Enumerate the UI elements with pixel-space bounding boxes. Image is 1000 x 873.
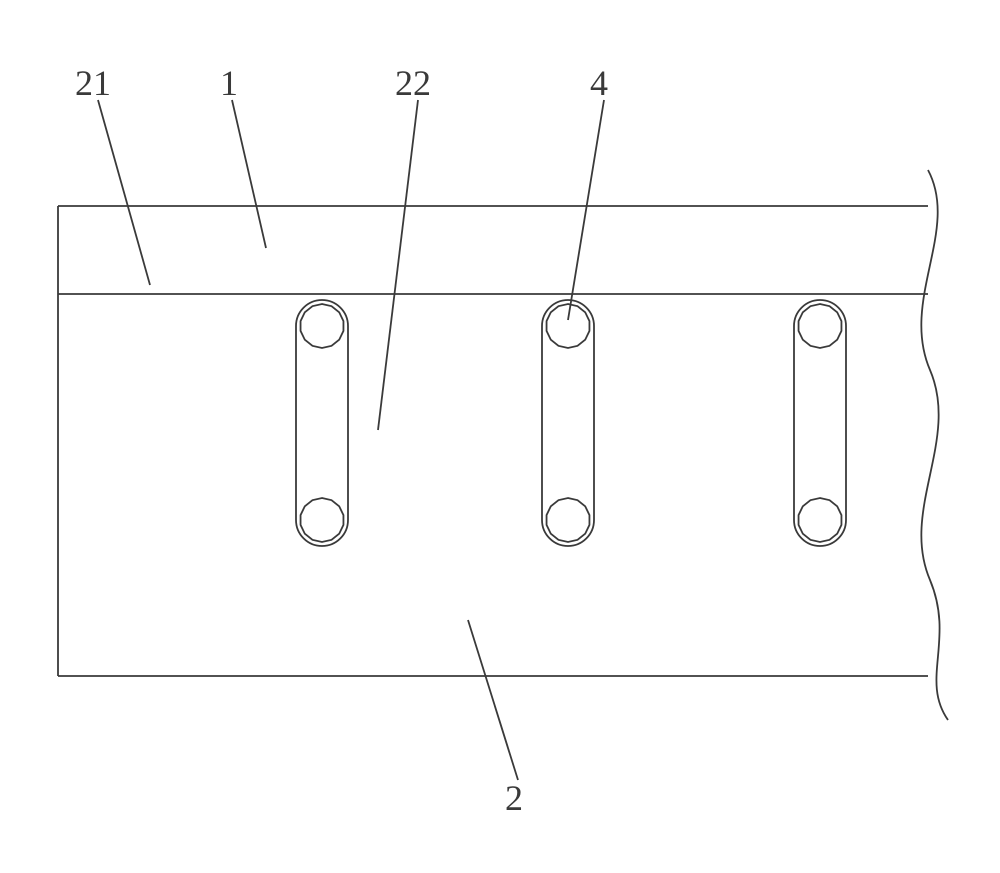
slot-top-circle-0 [301,304,344,348]
label-l1: 1 [220,63,238,103]
slot-bottom-circle-1 [547,498,590,542]
label-l21: 21 [75,63,111,103]
leader-l4 [568,100,604,320]
leader-l1 [232,100,266,248]
leader-l21 [98,100,150,285]
label-l4: 4 [590,63,608,103]
slot-top-circle-1 [547,304,590,348]
leader-l22 [378,100,418,430]
slot-bottom-circle-0 [301,498,344,542]
break-line [921,170,948,720]
slot-bottom-circle-2 [799,498,842,542]
label-l22: 22 [395,63,431,103]
slot-top-circle-2 [799,304,842,348]
leader-l2 [468,620,518,780]
label-l2: 2 [505,778,523,818]
